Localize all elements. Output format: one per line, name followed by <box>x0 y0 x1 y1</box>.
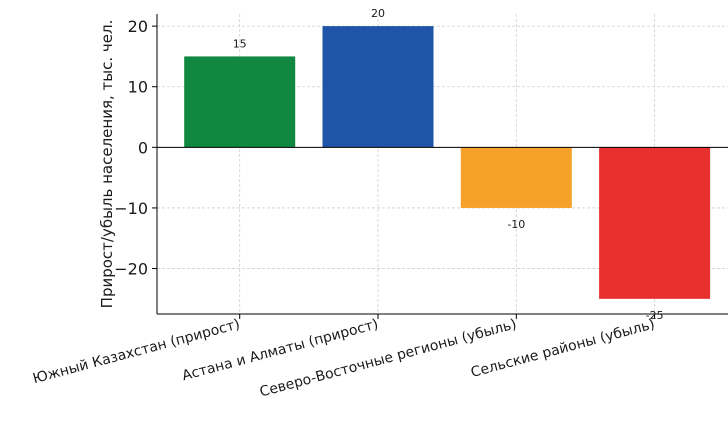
x-axis-ticks: Южный Казахстан (прирост)Астана и Алматы… <box>31 314 657 400</box>
y-tick-label: −10 <box>114 199 148 218</box>
data-labels: 15 20 -10 -25 <box>233 7 664 322</box>
y-tick-label: 10 <box>128 78 148 97</box>
y-axis-title: Прирост/убыль населения, тыс. чел. <box>98 20 116 309</box>
y-tick-label: −20 <box>114 260 148 279</box>
data-label: -10 <box>507 218 525 231</box>
bar <box>599 147 711 299</box>
bar <box>184 56 296 148</box>
data-label: -25 <box>646 309 664 322</box>
y-tick-label: 0 <box>138 138 148 157</box>
y-tick-label: 20 <box>128 17 148 36</box>
bars <box>184 26 711 299</box>
y-axis-ticks: 20 10 0 −10 −20 <box>114 17 157 279</box>
x-tick-label: Северо-Восточные регионы (убыль) <box>258 316 518 400</box>
data-label: 20 <box>371 7 385 20</box>
bar <box>460 147 572 208</box>
bar <box>322 26 434 148</box>
data-label: 15 <box>233 37 247 50</box>
